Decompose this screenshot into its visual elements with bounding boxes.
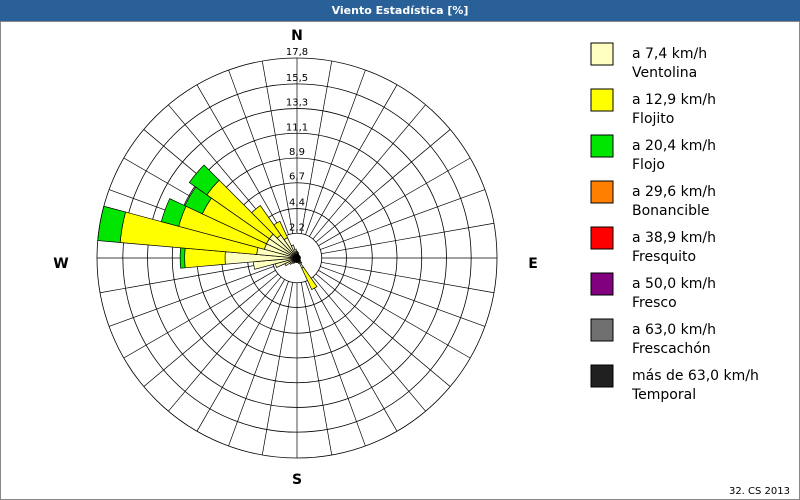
legend-sublabel: Frescachón (632, 341, 711, 357)
spoke (309, 279, 398, 432)
spoke (261, 282, 294, 456)
grid-ring (96, 57, 498, 459)
legend-label: a 63,0 km/h (632, 322, 716, 338)
legend-label: a 20,4 km/h (632, 138, 716, 154)
r-tick-label: 11,1 (286, 122, 308, 133)
spoke (312, 276, 426, 412)
grid-ring (171, 132, 423, 384)
spoke (305, 69, 366, 235)
spoke (300, 282, 333, 456)
legend-label: a 12,9 km/h (632, 92, 716, 108)
spoke (99, 261, 273, 294)
spoke (123, 270, 276, 359)
spoke (108, 266, 274, 327)
legend-sublabel: Fresco (632, 295, 677, 311)
spoke (196, 279, 285, 432)
legend-sublabel: Temporal (631, 387, 696, 403)
legend-label: a 7,4 km/h (632, 46, 707, 62)
legend-swatch (590, 180, 614, 204)
spoke (318, 157, 471, 246)
legend-swatch (590, 318, 614, 342)
footer: 32. CS 2013 (729, 486, 790, 497)
direction-label: E (528, 256, 538, 272)
direction-label: W (53, 256, 68, 272)
spoke (315, 129, 451, 243)
legend-label: a 50,0 km/h (632, 276, 716, 292)
spoke (143, 273, 279, 387)
wedge (251, 205, 282, 239)
spoke (300, 60, 333, 234)
spoke (228, 281, 289, 447)
legend-swatch (590, 88, 614, 112)
spoke (315, 273, 451, 387)
legend-sublabel: Ventolina (632, 65, 697, 81)
r-tick-label: 13,3 (286, 98, 308, 109)
wedge (188, 164, 220, 196)
legend-swatch (590, 364, 614, 388)
spoke (196, 84, 285, 237)
spoke (320, 189, 486, 250)
r-tick-label: 2,2 (289, 222, 305, 233)
spoke (320, 266, 486, 327)
wedge (160, 198, 187, 227)
legend-label: a 38,9 km/h (632, 230, 716, 246)
r-tick-label: 15,5 (286, 73, 308, 84)
r-tick-label: 8,9 (289, 147, 305, 158)
r-tick-label: 6,7 (289, 172, 305, 183)
wedge (290, 244, 298, 259)
spoke (261, 60, 294, 234)
direction-label: N (291, 28, 303, 44)
legend-swatch (590, 134, 614, 158)
grid-ring (122, 83, 472, 433)
spoke (312, 104, 426, 240)
legend-swatch (590, 42, 614, 66)
spoke (321, 261, 495, 294)
legend-sublabel: Fresquito (632, 249, 696, 265)
spoke (321, 222, 495, 255)
wedge (301, 266, 318, 291)
spoke (318, 270, 471, 359)
legend-sublabel: Flojo (632, 157, 665, 173)
wedge (273, 220, 288, 241)
legend-sublabel: Bonancible (632, 203, 709, 219)
spoke (168, 276, 282, 412)
legend-label: más de 63,0 km/h (632, 368, 759, 384)
grid-ring (147, 108, 447, 408)
legend-swatch (590, 272, 614, 296)
legend-sublabel: Flojito (632, 111, 674, 127)
legend-swatch (590, 226, 614, 250)
r-tick-label: 17,8 (286, 47, 308, 58)
chart-title: Viento Estadística [%] (332, 4, 469, 17)
title-bar (0, 0, 800, 21)
legend-label: a 29,6 km/h (632, 184, 716, 200)
wedge (97, 205, 126, 243)
r-tick-label: 4,4 (289, 198, 305, 209)
wedge (179, 247, 186, 269)
direction-label: S (292, 472, 302, 488)
spoke (309, 84, 398, 237)
spoke (228, 69, 289, 235)
wedge (294, 248, 298, 259)
spoke (305, 281, 366, 447)
